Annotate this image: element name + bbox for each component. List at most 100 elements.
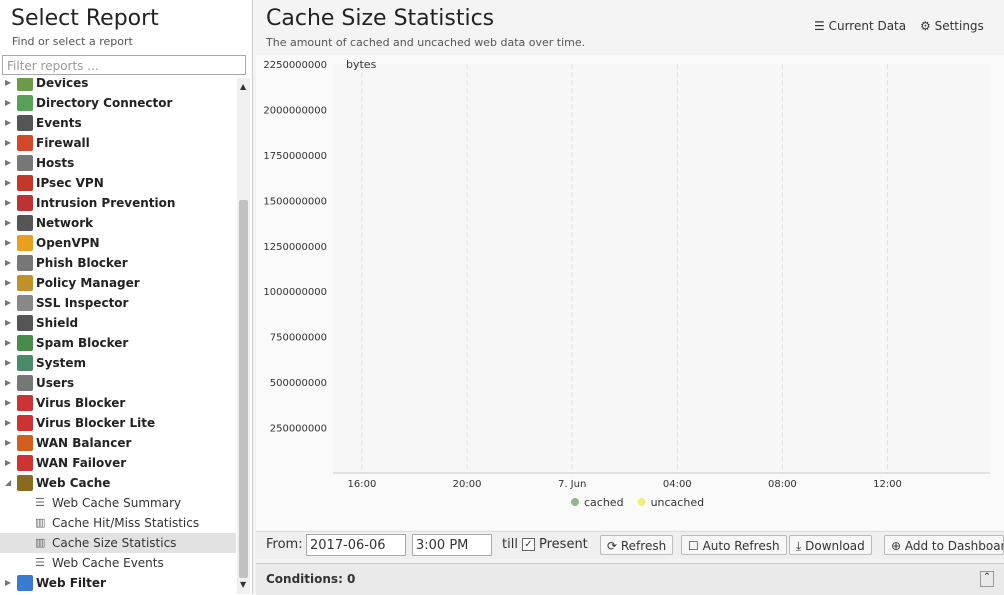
tree-item[interactable]: ▶ WAN Failover <box>0 453 236 473</box>
expand-arrow[interactable]: ▶ <box>5 418 12 427</box>
tree-item[interactable]: ▶ Directory Connector <box>0 93 236 113</box>
expand-arrow[interactable]: ▶ <box>5 438 12 447</box>
tree-item[interactable]: ▶ SSL Inspector <box>0 293 236 313</box>
scrollbar[interactable]: ▲ ▼ <box>237 78 250 594</box>
item-label: SSL Inspector <box>36 296 129 310</box>
item-label: System <box>36 356 86 370</box>
legend-marker <box>637 498 646 506</box>
current-data-button[interactable]: ☰ Current Data <box>814 19 907 33</box>
item-icon <box>17 355 33 371</box>
tree-item[interactable]: ▶ Virus Blocker <box>0 393 236 413</box>
item-label: Network <box>36 216 94 230</box>
scroll-down[interactable]: ▼ <box>240 580 247 589</box>
item-label: Hosts <box>36 156 75 170</box>
item-icon <box>17 235 33 251</box>
item-label: IPsec VPN <box>36 176 104 190</box>
filter-input[interactable]: Filter reports ... <box>2 55 246 75</box>
expand-arrow[interactable]: ▶ <box>5 398 12 407</box>
expand-arrow[interactable]: ▶ <box>5 118 12 127</box>
y-tick-label: 1000000000 <box>263 287 327 298</box>
button-label: Download <box>805 539 865 553</box>
expand-arrow[interactable]: ▶ <box>5 358 12 367</box>
expand-arrow[interactable]: ▶ <box>5 158 12 167</box>
tree-child[interactable]: ☰ Web Cache Summary <box>0 493 236 513</box>
tree-item[interactable]: ▶ IPsec VPN <box>0 173 236 193</box>
item-label: Directory Connector <box>36 96 173 110</box>
expand-arrow[interactable]: ▶ <box>5 218 12 227</box>
expand-arrow[interactable]: ▶ <box>5 138 12 147</box>
conditions-label: Conditions: 0 <box>266 572 356 586</box>
expand-arrow[interactable]: ▶ <box>5 378 12 387</box>
item-icon <box>17 375 33 391</box>
item-label: WAN Failover <box>36 456 127 470</box>
tree-item[interactable]: ▶ Spam Blocker <box>0 333 236 353</box>
expand-arrow[interactable]: ▶ <box>5 318 12 327</box>
tree-item[interactable]: ▶ Devices <box>0 78 236 93</box>
toolbar: From: 2017-06-06 3:00 PM till ✓ Present … <box>256 531 1004 559</box>
y-axis-title: bytes <box>346 58 377 71</box>
expand-arrow[interactable]: ▶ <box>5 78 12 87</box>
tree-item[interactable]: ▶ Intrusion Prevention <box>0 193 236 213</box>
tree-item[interactable]: ▶ Firewall <box>0 133 236 153</box>
expand-arrow[interactable]: ▶ <box>5 458 12 467</box>
present-checkbox[interactable]: ✓ <box>522 538 535 551</box>
tree-item[interactable]: ▶ Events <box>0 113 236 133</box>
child-icon: ▥ <box>35 536 46 549</box>
expand-arrow[interactable]: ▶ <box>5 178 12 187</box>
tree-child[interactable]: ☰ Web Cache Events <box>0 553 236 573</box>
expand-arrow[interactable]: ▶ <box>5 238 12 247</box>
button-label: Current Data <box>828 19 907 33</box>
tree-item[interactable]: ▶ System <box>0 353 236 373</box>
expand-arrow[interactable]: ▶ <box>5 298 12 307</box>
download-button[interactable]: ⤓ Download <box>789 535 872 555</box>
date-field[interactable]: 2017-06-06 <box>306 534 406 556</box>
add-dashboard-button[interactable]: ⊕ Add to Dashboard <box>884 535 1004 555</box>
item-label: Firewall <box>36 136 90 150</box>
sidebar-subtitle: Find or select a report <box>12 35 133 48</box>
report-description: The amount of cached and uncached web da… <box>266 36 586 49</box>
expand-button[interactable]: ⌃ <box>980 571 994 587</box>
expand-arrow[interactable]: ▶ <box>5 278 12 287</box>
tree-item[interactable]: ▶ Web Filter <box>0 573 236 593</box>
scroll-up[interactable]: ▲ <box>240 82 247 91</box>
refresh-button[interactable]: ⟳ Refresh <box>600 535 674 555</box>
tree-item[interactable]: ▶ WAN Balancer <box>0 433 236 453</box>
y-tick-label: 750000000 <box>270 333 327 344</box>
item-icon <box>17 275 33 291</box>
tree-child[interactable]: ▥ Cache Size Statistics <box>0 533 236 553</box>
tree-item[interactable]: ▶ Network <box>0 213 236 233</box>
chart: 250000000 500000000 750000000 1000000000 125… <box>256 55 1004 530</box>
tree-item[interactable]: ▶ Users <box>0 373 236 393</box>
tree-item[interactable]: ◢ Web Cache <box>0 473 236 493</box>
time-field[interactable]: 3:00 PM <box>412 534 492 556</box>
tree-item[interactable]: ▶ Phish Blocker <box>0 253 236 273</box>
item-icon <box>17 215 33 231</box>
tree-item[interactable]: ▶ Shield <box>0 313 236 333</box>
tree-item[interactable]: ▶ Hosts <box>0 153 236 173</box>
tree-item[interactable]: ▶ OpenVPN <box>0 233 236 253</box>
child-label: Web Cache Summary <box>52 496 182 510</box>
y-tick-label: 1750000000 <box>263 151 327 162</box>
x-tick-label: 16:00 <box>347 479 376 490</box>
item-icon <box>17 575 33 591</box>
tree-item[interactable]: ▶ Virus Blocker Lite <box>0 413 236 433</box>
settings-button[interactable]: ⚙ Settings <box>920 19 984 33</box>
child-label: Web Cache Events <box>52 556 164 570</box>
item-icon <box>17 415 33 431</box>
expand-arrow[interactable]: ▶ <box>5 98 12 107</box>
tree-child[interactable]: ▥ Cache Hit/Miss Statistics <box>0 513 236 533</box>
scroll-thumb[interactable] <box>239 200 248 578</box>
conditions-bar[interactable]: Conditions: 0 ⌃ <box>256 563 1004 595</box>
expand-arrow[interactable]: ▶ <box>5 578 12 587</box>
item-label: Phish Blocker <box>36 256 128 270</box>
expand-arrow[interactable]: ▶ <box>5 198 12 207</box>
expand-arrow[interactable]: ▶ <box>5 338 12 347</box>
y-tick-label: 250000000 <box>270 424 327 435</box>
auto-refresh-button[interactable]: ☐ Auto Refresh <box>681 535 787 555</box>
item-label: Policy Manager <box>36 276 140 290</box>
item-label: WAN Balancer <box>36 436 132 450</box>
tree-item[interactable]: ▶ Policy Manager <box>0 273 236 293</box>
legend-marker <box>571 498 579 506</box>
expand-arrow[interactable]: ◢ <box>5 478 12 487</box>
expand-arrow[interactable]: ▶ <box>5 258 12 267</box>
